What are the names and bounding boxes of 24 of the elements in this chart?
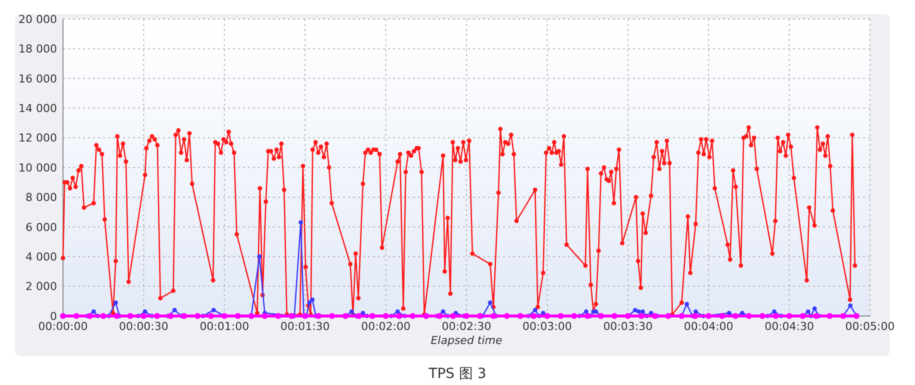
x-tick-label: 00:00:00 <box>38 320 88 333</box>
y-tick-label: 12 000 <box>18 132 57 145</box>
y-tick-label: 8 000 <box>26 191 57 204</box>
x-tick-label: 00:03:30 <box>603 320 653 333</box>
x-tick-label: 00:04:00 <box>684 320 734 333</box>
y-tick-label: 0 <box>50 310 57 323</box>
x-tick-label: 00:02:00 <box>361 320 411 333</box>
x-tick-label: 00:02:30 <box>442 320 492 333</box>
y-tick-label: 2 000 <box>26 280 57 294</box>
y-tick-label: 20 000 <box>18 12 57 26</box>
x-tick-label: 00:00:30 <box>118 320 168 333</box>
x-tick-label: 00:01:30 <box>280 320 330 333</box>
y-tick-label: 10 000 <box>18 161 57 174</box>
x-tick-label: 00:03:00 <box>522 320 572 333</box>
x-tick-label: 00:01:00 <box>200 320 250 333</box>
y-tick-label: 4 000 <box>26 250 57 264</box>
x-axis-title: Elapsed time <box>430 334 503 347</box>
y-tick-label: 18 000 <box>18 42 57 56</box>
x-tick-label: 00:04:30 <box>764 320 814 333</box>
x-tick-label: 00:05:00 <box>845 320 895 333</box>
y-tick-label: 14 000 <box>18 102 57 115</box>
y-tick-label: 16 000 <box>18 72 57 86</box>
text: TPS 图 3 <box>428 366 486 382</box>
y-tick-label: 6 000 <box>26 220 57 234</box>
